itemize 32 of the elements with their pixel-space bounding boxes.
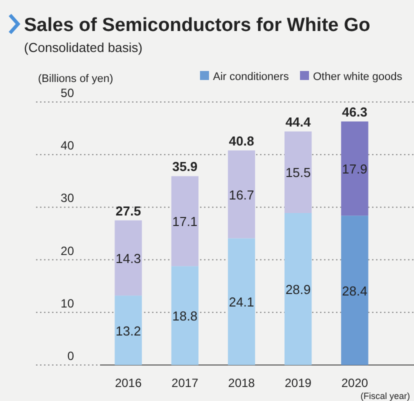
data-label: 18.8 xyxy=(172,308,198,324)
y-tick-label: 50 xyxy=(60,86,74,100)
data-label: 15.5 xyxy=(285,165,311,180)
y-axis-title: (Billions of yen) xyxy=(38,73,114,85)
legend-label: Other white goods xyxy=(313,71,403,83)
data-label: 28.9 xyxy=(285,282,311,297)
x-tick-label: 2019 xyxy=(284,376,312,390)
data-label: 13.2 xyxy=(116,323,141,338)
y-tick-label: 10 xyxy=(60,296,74,310)
legend-label: Air conditioners xyxy=(213,71,290,83)
data-label: 24.1 xyxy=(228,294,254,310)
total-label: 35.9 xyxy=(172,159,198,174)
chart-subtitle: (Consolidated basis) xyxy=(24,40,143,55)
data-label: 17.9 xyxy=(342,162,368,177)
total-label: 27.5 xyxy=(116,203,141,218)
y-tick-label: 20 xyxy=(60,244,74,258)
x-tick-label: 2016 xyxy=(114,376,142,390)
y-tick-label: 0 xyxy=(67,349,74,363)
y-tick-label: 30 xyxy=(60,191,74,206)
x-tick-label: 2020 xyxy=(341,376,368,390)
y-tick-label: 40 xyxy=(60,138,74,153)
data-label: 28.4 xyxy=(342,283,368,298)
total-label: 40.8 xyxy=(228,133,254,148)
x-tick-label: 2017 xyxy=(172,376,199,390)
chart-title: Sales of Semiconductors for White Go xyxy=(24,15,370,36)
x-tick-label: 2018 xyxy=(228,376,256,390)
data-label: 17.1 xyxy=(172,214,198,230)
total-label: 46.3 xyxy=(342,104,368,120)
data-label: 16.7 xyxy=(228,187,254,202)
data-label: 14.3 xyxy=(116,250,141,266)
x-axis-title: (Fiscal year) xyxy=(360,391,410,401)
total-label: 44.4 xyxy=(285,114,312,130)
